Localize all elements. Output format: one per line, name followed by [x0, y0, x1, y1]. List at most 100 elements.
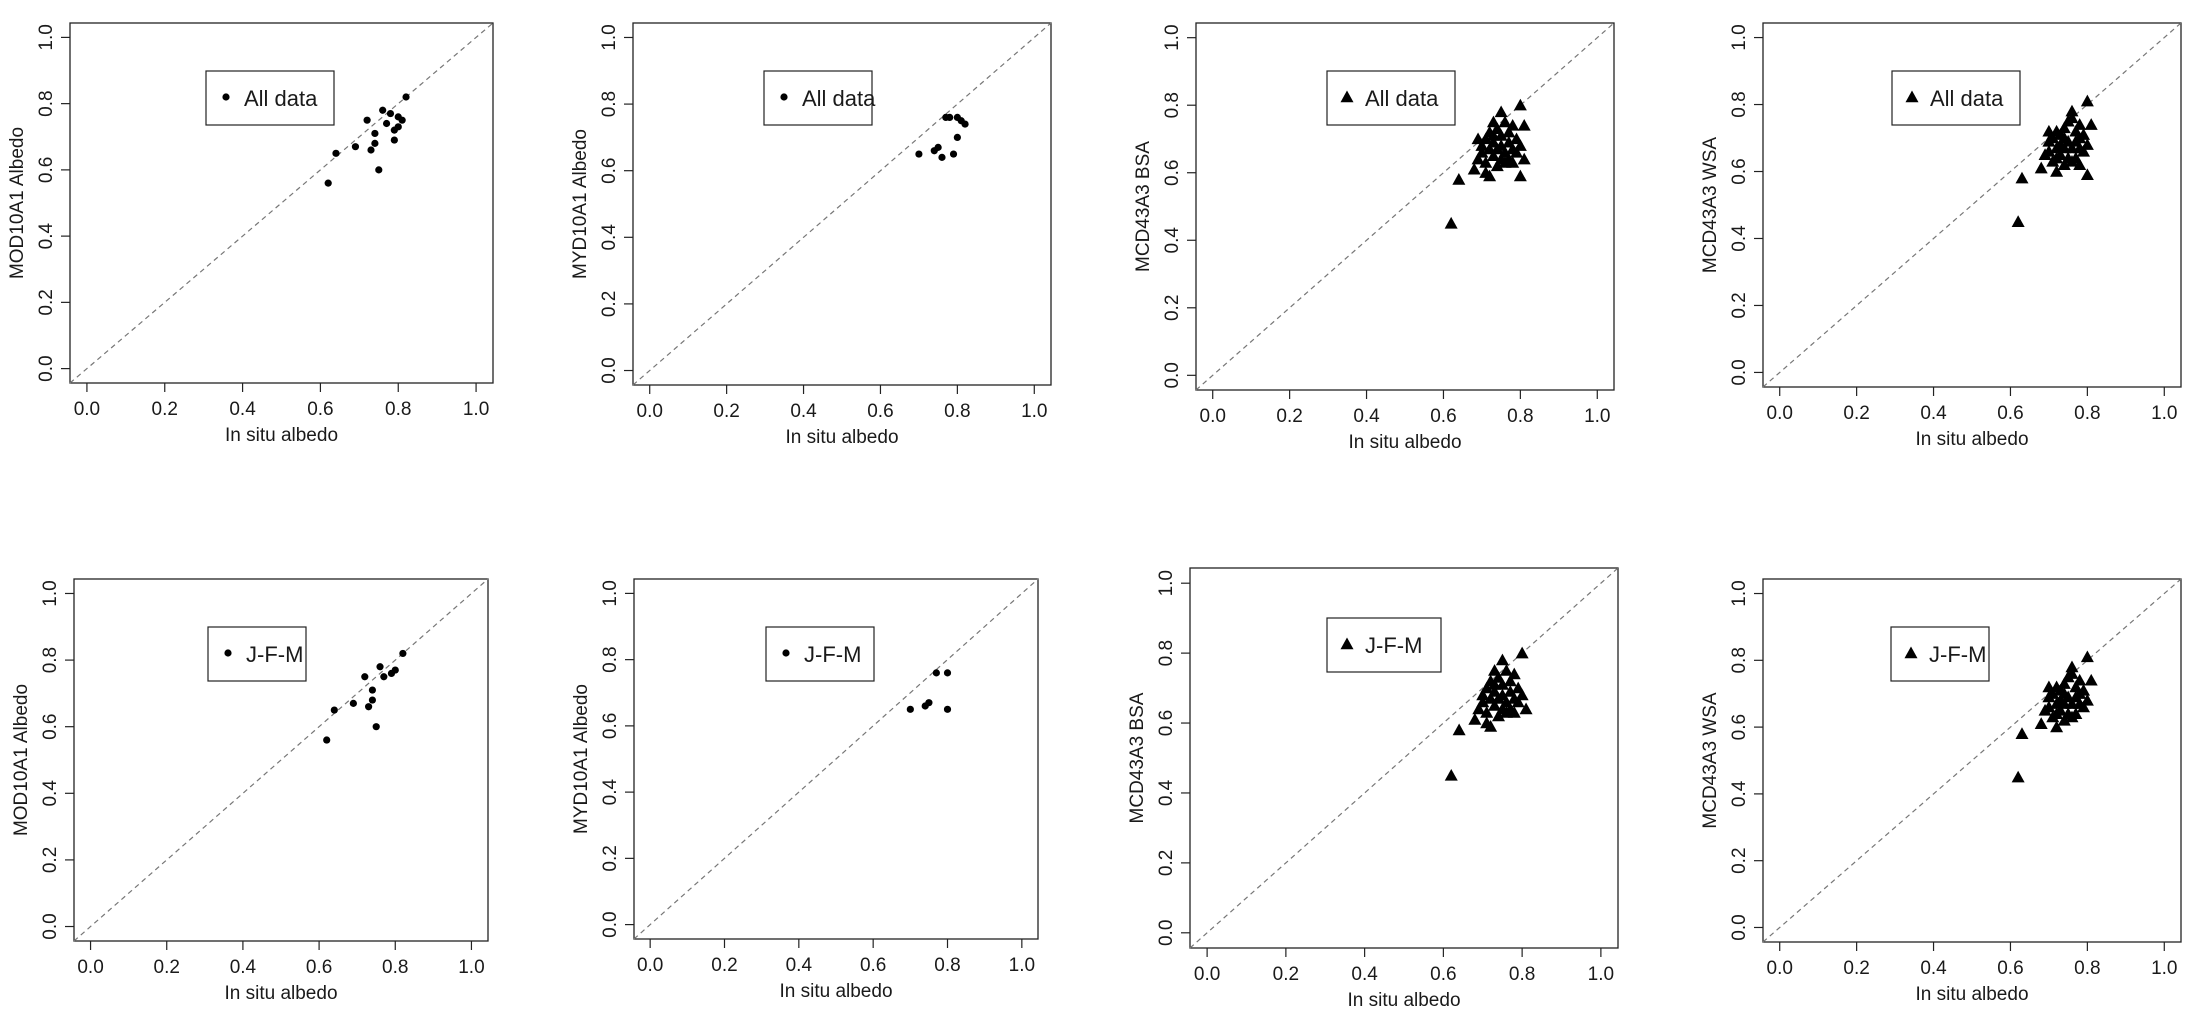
y-tick-label: 1.0 [1729, 580, 1750, 606]
x-tick-label: 0.2 [711, 955, 737, 976]
y-tick-label: 1.0 [599, 24, 620, 50]
data-point-circle [946, 113, 954, 122]
data-point-triangle [1490, 159, 1504, 172]
panel-7: 0.0 0.2 0.4 0.6 0.8 1.0 0.0 0.2 0.4 0.6 0.8 1.0 In s… [1127, 567, 1619, 1011]
y-tick-label: 0.0 [1156, 920, 1177, 946]
data-point-triangle [2077, 144, 2091, 157]
data-point-triangle [2073, 158, 2087, 171]
legend-marker-circle [780, 93, 788, 101]
data-point-triangle [1452, 172, 1466, 185]
x-tick-label: 0.8 [1507, 406, 1533, 427]
y-tick-label: 0.0 [600, 911, 621, 937]
data-point-circle [949, 150, 958, 158]
one-to-one-line [1762, 578, 2182, 943]
y-tick-label: 0.6 [600, 713, 621, 739]
y-axis-title: MYD10A1 Albedo [570, 129, 591, 279]
data-point-circle [961, 120, 969, 128]
x-tick-label: 0.0 [1767, 958, 1793, 979]
y-tick-label: 0.2 [599, 291, 620, 317]
y-tick-label: 0.4 [1729, 225, 1750, 252]
data-point-triangle [1468, 713, 1482, 725]
y-axis-title: MOD10A1 Albedo [7, 127, 28, 279]
data-point-triangle [1475, 145, 1489, 158]
data-point-circle [932, 669, 940, 677]
data-point-triangle [2050, 151, 2064, 164]
x-axis-title: In situ albedo [1347, 990, 1460, 1011]
data-point-circle [391, 666, 399, 674]
y-tick-label: 0.0 [1729, 914, 1750, 940]
x-tick-label: 0.2 [1843, 958, 1869, 979]
y-tick-label: 0.6 [599, 157, 620, 183]
data-point-triangle [2042, 124, 2056, 137]
legend: J-F-M [1890, 626, 1990, 682]
data-point-triangle [2073, 673, 2087, 686]
legend-marker-circle [782, 649, 790, 657]
data-point-triangle [2034, 161, 2048, 174]
y-tick-label: 0.8 [40, 647, 61, 673]
data-point-circle [323, 736, 331, 744]
panel-6: 0.0 0.2 0.4 0.6 0.8 1.0 0.0 0.2 0.4 0.6 0.8 1.0 In s… [571, 578, 1039, 1002]
data-point-circle [380, 673, 388, 681]
legend-label: All data [802, 86, 876, 111]
plot-frame [1195, 22, 1615, 391]
data-point-triangle [1507, 706, 1521, 718]
x-tick-label: 0.2 [154, 957, 180, 978]
x-tick-label: 0.6 [1430, 964, 1456, 985]
legend-marker-circle [224, 649, 232, 657]
plot-frame [1762, 578, 2182, 943]
data-point-circle [361, 673, 369, 681]
x-tick-label: 0.4 [1351, 964, 1378, 985]
y-tick-label: 1.0 [1162, 24, 1183, 50]
y-tick-label: 0.4 [36, 222, 57, 249]
x-tick-label: 0.4 [786, 955, 813, 976]
data-point-triangle [1494, 129, 1508, 141]
legend-marker-triangle [1340, 637, 1354, 650]
data-point-triangle [1502, 125, 1516, 138]
data-point-triangle [1488, 699, 1502, 711]
x-tick-label: 1.0 [463, 399, 489, 420]
x-tick-label: 0.8 [2074, 403, 2100, 424]
y-tick-label: 0.2 [1156, 850, 1177, 876]
legend-box [207, 626, 307, 682]
x-tick-label: 0.2 [152, 399, 178, 420]
legend-label: J-F-M [246, 642, 303, 667]
data-point-circle [365, 703, 373, 711]
data-point-circle [386, 109, 395, 118]
data-point-triangle [1515, 646, 1529, 659]
data-point-triangle [1472, 702, 1486, 715]
data-point-triangle [2034, 717, 2048, 729]
x-tick-label: 0.8 [382, 957, 408, 978]
data-point-circle [390, 136, 398, 144]
plot-frame [1189, 567, 1619, 949]
data-point-circle [332, 149, 340, 157]
one-to-one-line [73, 578, 489, 942]
x-tick-label: 0.4 [1920, 958, 1947, 979]
data-point-triangle [2050, 720, 2064, 733]
data-point-triangle [2011, 770, 2025, 783]
data-point-triangle [1479, 156, 1493, 168]
data-point-triangle [2046, 687, 2060, 699]
data-point-triangle [1476, 695, 1490, 708]
x-tick-label: 0.4 [1920, 403, 1947, 424]
data-point-triangle [1486, 115, 1500, 128]
one-to-one-line [632, 22, 1052, 386]
data-point-triangle [2065, 104, 2079, 117]
x-axis-title: In situ albedo [1915, 984, 2028, 1005]
one-to-one-line [69, 22, 494, 384]
data-point-triangle [1471, 132, 1485, 145]
y-tick-label: 0.8 [1162, 92, 1183, 118]
y-tick-label: 0.2 [600, 845, 621, 871]
plot-frame [69, 22, 494, 384]
x-tick-label: 0.2 [1843, 403, 1869, 424]
data-point-circle [943, 669, 952, 677]
data-point-triangle [2080, 650, 2094, 663]
x-tick-label: 0.0 [1767, 403, 1793, 424]
y-tick-label: 0.0 [1162, 362, 1183, 388]
legend: All data [205, 70, 335, 126]
data-point-circle [402, 93, 410, 101]
x-tick-label: 0.6 [860, 955, 886, 976]
y-tick-label: 0.0 [36, 355, 57, 381]
data-point-triangle [2065, 667, 2079, 679]
y-tick-label: 0.8 [600, 646, 621, 672]
data-point-circle [330, 706, 338, 714]
